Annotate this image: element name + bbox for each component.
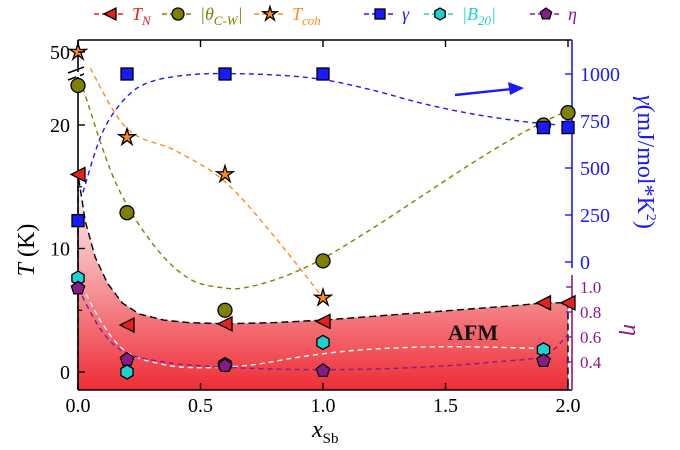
afm-region (78, 174, 568, 390)
right-bottom-axis-label: η (618, 324, 644, 336)
right-arrow-icon (454, 82, 524, 97)
left-axis-label: T (K) (14, 224, 40, 277)
data-point-square (120, 67, 134, 81)
right-top-tick-label: 750 (580, 111, 610, 133)
axis-ticks: 0.0 0.5 1.0 1.5 2.00102050025050075010000.40… (50, 40, 620, 417)
data-point-triangle (118, 317, 135, 334)
right-top-tick-label: 500 (580, 158, 610, 180)
data-point-star (116, 126, 138, 147)
right-top-axis-label-unit: (mJ/mol*K (632, 105, 658, 215)
legend-label-sub: coh (302, 13, 321, 28)
x-tick-label: 1.0 (311, 395, 336, 417)
legend-label-sub: 20 (478, 13, 492, 28)
data-point-circle (70, 77, 86, 94)
data-point-star (214, 163, 236, 184)
data-point-triangle (535, 294, 552, 311)
data-point-triangle (69, 166, 86, 183)
data-point-triangle (102, 6, 117, 22)
right-top-axis-label-sup: 2 (643, 214, 658, 221)
legend: TN |θC-W| Tcoh γ |B20| η (94, 4, 577, 28)
right-bottom-tick-label: 0.6 (580, 328, 601, 347)
right-top-axis-label: γ(mJ/mol*K2) (632, 95, 658, 229)
legend-label: η (568, 4, 577, 24)
data-point-pentagon (536, 353, 551, 368)
data-point-star (260, 4, 280, 22)
afm-boundary-line (77, 174, 569, 390)
data-point-pentagon (315, 363, 331, 378)
x-tick-label: 0.5 (188, 395, 213, 417)
legend-label-main: T (132, 4, 144, 24)
left-tick-label: 10 (50, 239, 70, 261)
right-bottom-tick-label: 0.8 (580, 303, 601, 322)
left-break-tick-label: 50 (50, 42, 70, 64)
fit-curve-square (82, 72, 556, 193)
data-point-triangle (559, 294, 576, 311)
axis-break-mark (67, 66, 85, 74)
data-point-hexagon (434, 7, 446, 21)
data-point-circle (217, 302, 233, 318)
legend-label-main: η (568, 4, 577, 24)
x-axis-label: xSb (311, 417, 339, 447)
x-axis-label-sub: Sb (323, 431, 339, 447)
left-axis-label-symbol: T (14, 261, 40, 276)
axis-break-gap (76, 72, 80, 77)
data-point-pentagon (539, 7, 553, 20)
legend-label-end: | (238, 4, 243, 24)
right-top-tick-label: 250 (580, 205, 610, 227)
left-tick-label: 0 (60, 362, 70, 384)
data-point-pentagon (217, 358, 233, 373)
data-point-square (374, 8, 386, 20)
legend-label-main: |B (462, 4, 478, 24)
legend-label: |θC-W| (200, 4, 243, 28)
legend-label-sub: C-W (214, 13, 239, 28)
data-point-pentagon (119, 351, 135, 366)
data-point-circle (315, 253, 331, 269)
afm-label: AFM (448, 320, 498, 345)
left-axis-label-unit: (K) (14, 224, 40, 263)
data-point-circle (171, 7, 185, 21)
right-top-axis-label-close: ) (632, 221, 658, 229)
right-top-tick-label: 0 (580, 252, 590, 274)
data-point-hexagon (120, 364, 134, 380)
legend-label: |B20| (462, 4, 496, 28)
x-tick-label: 1.5 (433, 395, 458, 417)
data-point-pentagon (70, 280, 86, 295)
legend-label: Tcoh (292, 4, 321, 28)
right-top-tick-label: 1000 (580, 64, 620, 86)
x-tick-label: 0.0 (66, 395, 91, 417)
data-point-square (316, 67, 330, 81)
legend-label-main: γ (402, 4, 410, 24)
legend-label-sub: N (141, 13, 152, 28)
data-point-square (536, 120, 551, 135)
legend-label: TN (132, 4, 152, 28)
fit-curve-star (89, 67, 324, 299)
legend-label: γ (402, 4, 410, 24)
plot-frame (67, 39, 573, 391)
data-point-triangle (314, 313, 331, 330)
data-markers (67, 41, 576, 380)
data-point-circle (119, 205, 135, 221)
data-point-hexagon (316, 334, 330, 351)
data-point-star (67, 41, 89, 61)
x-axis-label-main: x (311, 417, 323, 443)
data-point-star (312, 286, 334, 307)
data-point-square (71, 213, 85, 228)
legend-label-end: | (491, 4, 496, 24)
right-bottom-tick-label: 0.4 (580, 353, 602, 372)
right-bottom-tick-label: 1.0 (580, 278, 601, 297)
fit-curve-hexagon (77, 277, 544, 369)
data-point-square (561, 120, 575, 135)
data-point-square (218, 67, 232, 81)
legend-label-main: T (292, 4, 304, 24)
legend-label-main: |θ (200, 4, 214, 24)
data-point-triangle (216, 315, 233, 332)
left-tick-label: 20 (50, 115, 70, 137)
right-top-axis-label-symbol: γ (632, 95, 658, 105)
x-tick-label: 2.0 (556, 395, 581, 417)
data-point-circle (560, 105, 576, 121)
